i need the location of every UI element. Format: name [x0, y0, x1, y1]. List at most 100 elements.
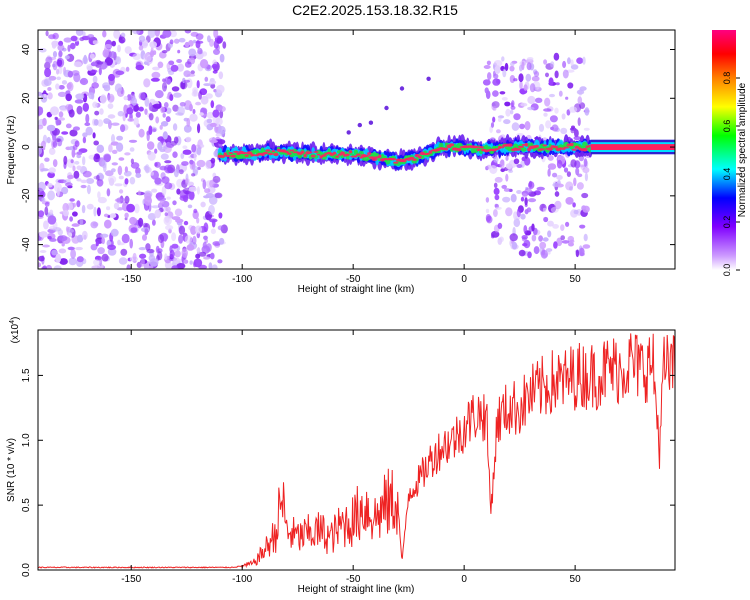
noise-blob [186, 244, 195, 251]
y-tick-label: 1.0 [21, 433, 32, 447]
spectrogram-x-label: Height of straight line (km) [298, 284, 415, 295]
noise-blob [503, 188, 511, 192]
noise-blob [90, 69, 98, 74]
figure-title: C2E2.2025.153.18.32.R15 [292, 2, 458, 18]
trace-segment [271, 150, 275, 153]
noise-blob [208, 204, 215, 215]
noise-blob [575, 249, 580, 258]
noise-blob [569, 239, 575, 243]
noise-blob [492, 90, 499, 97]
noise-blob [542, 207, 547, 212]
noise-blob [116, 197, 125, 204]
noise-blob [132, 252, 137, 261]
noise-blob [174, 208, 183, 217]
trace-segment [308, 151, 313, 154]
noise-blob [158, 234, 164, 244]
noise-blob [197, 123, 201, 134]
noise-blob [101, 159, 107, 169]
noise-blob [555, 82, 560, 86]
noise-blob [95, 241, 99, 247]
noise-blob [189, 113, 198, 122]
noise-blob [533, 246, 540, 255]
noise-blob [82, 102, 90, 112]
noise-blob [189, 159, 194, 165]
noise-blob [154, 30, 160, 37]
noise-blob [187, 181, 194, 187]
noise-blob [38, 210, 45, 218]
noise-blob [212, 241, 221, 246]
trace-segment [571, 148, 577, 151]
noise-blob [518, 249, 526, 257]
noise-blob [68, 109, 75, 118]
noise-blob [58, 117, 65, 121]
noise-blob [89, 40, 93, 45]
noise-blob [213, 30, 219, 39]
colorbar-tick-label: 0.2 [722, 216, 732, 229]
noise-blob [217, 259, 223, 264]
noise-blob [180, 153, 185, 159]
noise-blob [192, 109, 196, 114]
noise-blob [198, 90, 203, 100]
trace-segment [412, 158, 417, 161]
noise-blob [166, 107, 172, 114]
noise-blob [196, 147, 202, 156]
noise-blob [142, 234, 147, 241]
noise-blob [556, 237, 563, 247]
noise-blob [72, 165, 76, 172]
noise-blob [160, 106, 166, 114]
noise-blob [75, 30, 84, 36]
noise-blob [147, 30, 156, 38]
noise-blob [195, 40, 201, 49]
noise-blob [61, 131, 69, 135]
noise-blob [44, 157, 50, 162]
noise-blob [159, 51, 167, 59]
noise-blob [84, 122, 91, 127]
noise-blob [218, 237, 225, 245]
noise-blob [76, 151, 83, 155]
trace-segment [262, 151, 269, 155]
spectrogram-frame [37, 29, 676, 270]
noise-blob [209, 179, 215, 188]
x-tick-label: 0 [461, 574, 467, 585]
noise-blob [67, 70, 74, 78]
noise-blob [567, 82, 574, 89]
noise-blob [46, 124, 56, 132]
noise-blob [92, 132, 96, 139]
noise-blob [151, 205, 160, 209]
noise-blob [210, 83, 216, 89]
noise-blob [48, 225, 57, 230]
noise-blob [173, 38, 180, 44]
noise-blob [162, 131, 168, 140]
noise-blob [502, 68, 507, 78]
trace-segment [321, 154, 327, 157]
scatter-dot [368, 120, 374, 125]
noise-blob [97, 191, 101, 199]
noise-blob [126, 203, 135, 213]
noise-blob [72, 144, 78, 151]
noise-blob [47, 87, 52, 91]
noise-blob [70, 42, 76, 50]
noise-blob [47, 190, 55, 201]
noise-blob [526, 57, 534, 61]
noise-blob [493, 187, 500, 195]
noise-blob [155, 245, 160, 254]
noise-blob [88, 92, 95, 100]
trace-segment [520, 147, 527, 152]
noise-blob [113, 30, 121, 39]
noise-blob [150, 77, 160, 82]
noise-blob [540, 249, 548, 259]
noise-blob [73, 170, 80, 179]
noise-blob [159, 124, 163, 130]
noise-blob [556, 159, 563, 169]
trace-segment [390, 158, 397, 161]
noise-blob [178, 169, 184, 175]
trace-segment [420, 155, 425, 159]
noise-blob [82, 31, 86, 37]
noise-blob [173, 257, 181, 264]
noise-blob [195, 101, 202, 106]
trace-segment [378, 154, 382, 158]
noise-blob [201, 51, 208, 57]
noise-blob [104, 219, 112, 229]
trace-band-core [590, 144, 675, 150]
noise-blob [69, 198, 75, 202]
